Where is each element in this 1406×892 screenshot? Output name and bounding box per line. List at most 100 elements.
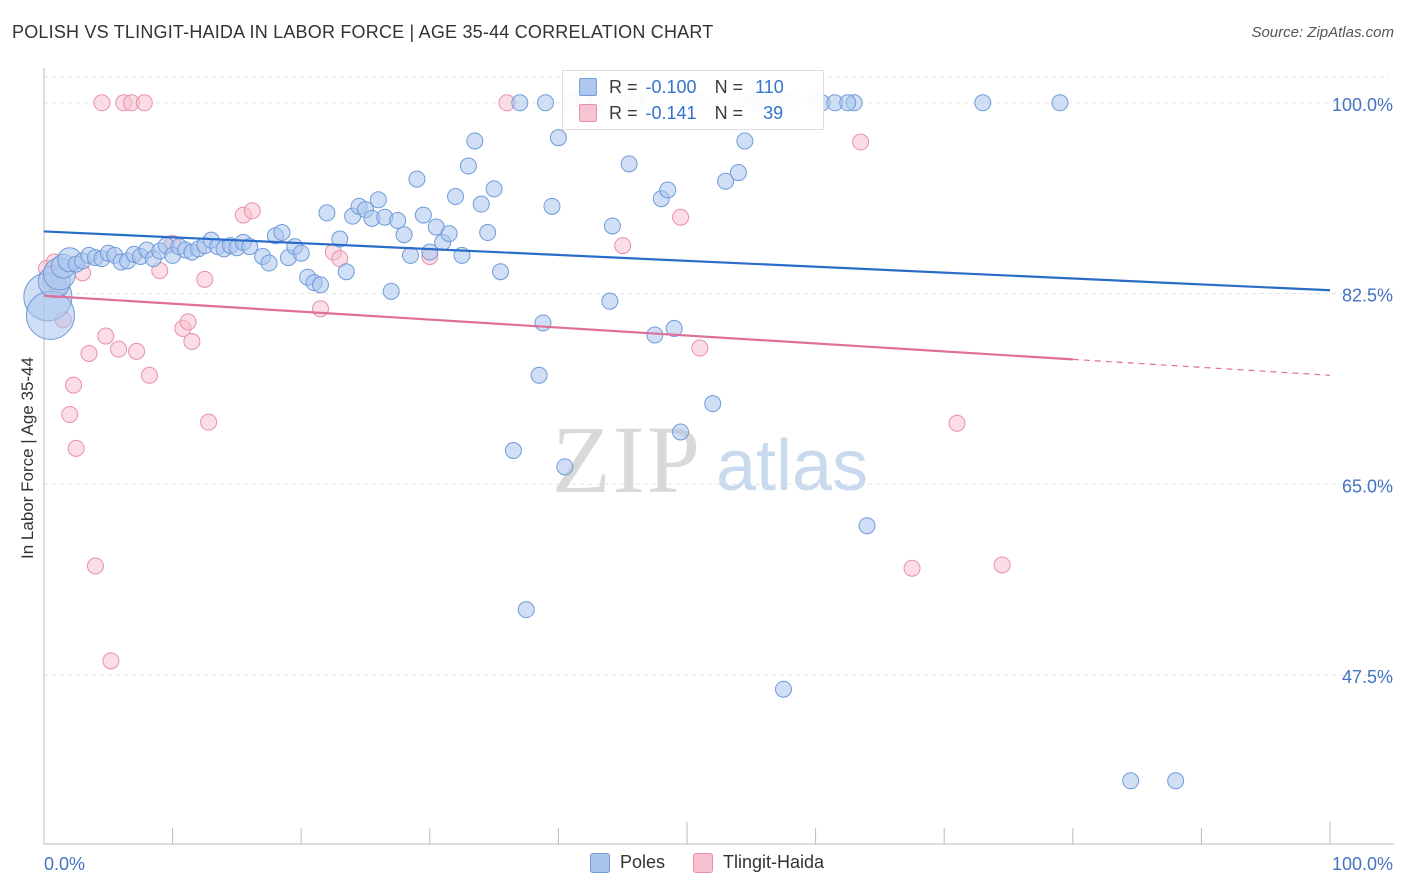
legend-n-label: N = — [714, 76, 744, 97]
poles-point — [273, 224, 291, 242]
tlingit-haida-point — [672, 208, 690, 226]
poles-point — [318, 204, 336, 222]
tlingit-haida-point — [311, 300, 329, 318]
poles-point — [774, 680, 792, 698]
y-tick-label: 47.5% — [1342, 667, 1393, 687]
poles-point — [492, 263, 510, 281]
tlingit-haida-point — [200, 413, 218, 431]
poles-point — [389, 212, 407, 230]
tlingit-haida-point — [135, 94, 153, 112]
poles-point — [659, 181, 677, 199]
tlingit-haida-point — [93, 94, 111, 112]
poles-swatch — [590, 852, 610, 873]
poles-point — [1167, 772, 1185, 790]
chart-title: POLISH VS TLINGIT-HAIDA IN LABOR FORCE |… — [12, 22, 714, 42]
legend-r-value: -0.141 — [645, 102, 697, 123]
poles-point — [543, 197, 561, 215]
poles-point — [466, 132, 484, 150]
poles-point — [717, 172, 735, 190]
legend-row-poles: R = -0.100 N = 110 — [579, 75, 784, 99]
poles-point — [331, 230, 349, 248]
legend-r-label: R = — [609, 102, 638, 123]
tlingit-haida-point — [65, 376, 83, 394]
poles-point — [517, 601, 535, 619]
tlingit-haida-trend-extension — [1072, 358, 1331, 376]
tlingit-haida-point — [140, 366, 158, 384]
poles-point — [337, 263, 355, 281]
tlingit-haida-point — [80, 345, 98, 362]
tlingit-haida-point — [86, 557, 104, 575]
tlingit-haida-point — [691, 339, 709, 357]
y-tick-label: 65.0% — [1342, 476, 1393, 496]
poles-point — [440, 225, 458, 243]
poles-point — [1051, 94, 1069, 112]
legend-item-tlingit-haida[interactable]: Tlingit-Haida — [693, 852, 824, 873]
legend-n-value: 39 — [763, 102, 784, 123]
tick-labels: 47.5% 65.0% 82.5% 100.0% 0.0% 100.0% — [44, 95, 1393, 874]
poles-point — [241, 238, 259, 256]
series-legend: Poles Tlingit-Haida — [590, 852, 852, 873]
tlingit-haida-point — [196, 270, 214, 288]
poles-point — [736, 132, 754, 150]
tlingit-haida-point — [128, 342, 146, 360]
poles-point — [704, 395, 722, 413]
legend-r-value: -0.100 — [645, 76, 697, 97]
legend-item-label: Tlingit-Haida — [723, 852, 825, 872]
y-tick-label: 82.5% — [1342, 286, 1393, 306]
tlingit-haida-trend-line — [43, 294, 1073, 361]
tlingit-haida-point — [61, 406, 79, 424]
watermark-atlas-text: atlas — [716, 426, 868, 506]
y-tick-label: 100.0% — [1332, 95, 1393, 115]
tlingit-haida-point — [67, 439, 85, 457]
tlingit-haida-point — [614, 237, 632, 255]
poles-point — [620, 155, 638, 173]
poles-point — [1122, 772, 1140, 790]
tlingit-haida-point — [852, 133, 870, 151]
tlingit-haida-point — [243, 202, 261, 220]
poles-point — [485, 180, 503, 198]
poles-point — [556, 458, 574, 476]
poles-point — [603, 217, 621, 235]
tlingit-haida-point — [903, 559, 921, 577]
tlingit-haida-point — [993, 556, 1011, 574]
x-tick-label-max: 100.0% — [1332, 854, 1393, 874]
poles-point — [311, 276, 329, 294]
gridlines — [44, 76, 1390, 676]
poles-point — [537, 94, 555, 112]
tlingit-haida-point — [110, 340, 128, 358]
stats-legend: R = -0.100 N = 110 R = -0.141 N = 39 — [562, 70, 824, 130]
poles-point — [382, 282, 400, 300]
axes — [43, 68, 1394, 845]
legend-row-tlingit-haida: R = -0.141 N = 39 — [579, 101, 783, 125]
poles-point — [447, 188, 465, 206]
poles-point — [974, 94, 992, 112]
poles-point — [534, 314, 552, 332]
legend-item-label: Poles — [620, 852, 666, 872]
legend-item-poles[interactable]: Poles — [590, 852, 665, 873]
watermark: ZIP atlas — [552, 406, 868, 513]
watermark-zip-text: ZIP — [552, 406, 702, 513]
poles-point — [408, 170, 426, 188]
tlingit-haida-point — [97, 327, 115, 345]
poles-point — [601, 292, 619, 310]
poles-point — [369, 191, 387, 209]
poles-point — [25, 290, 75, 340]
legend-n-label: N = — [714, 102, 744, 123]
trend-lines — [43, 230, 1331, 376]
poles-point — [665, 319, 683, 337]
tlingit-haida-point — [948, 414, 966, 432]
poles-point — [504, 442, 522, 460]
tlingit-haida-swatch — [693, 852, 714, 873]
poles-swatch — [579, 78, 597, 96]
legend-r-label: R = — [609, 76, 638, 97]
poles-point — [530, 366, 548, 384]
poles-point — [414, 206, 432, 224]
poles-point — [260, 254, 278, 272]
poles-point — [729, 164, 747, 182]
poles-trend-line — [43, 230, 1331, 292]
poles-point — [402, 246, 420, 264]
poles-point — [858, 517, 876, 535]
poles-point — [459, 157, 477, 175]
poles-point — [511, 94, 529, 112]
poles-point — [672, 423, 690, 441]
